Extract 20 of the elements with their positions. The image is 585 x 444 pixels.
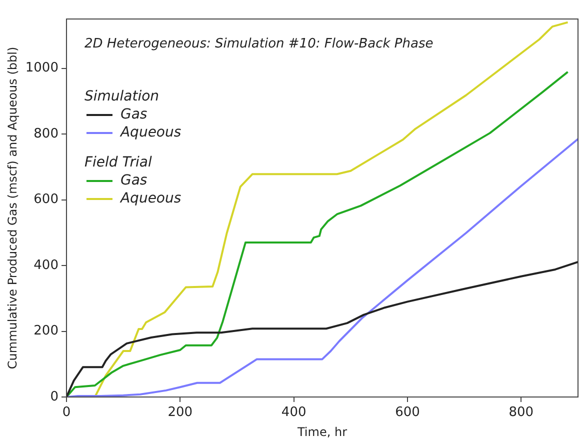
x-tick-label: 200 xyxy=(168,405,193,420)
y-tick-label: 200 xyxy=(34,324,58,339)
legend-label: Gas xyxy=(120,106,148,123)
annotation: Field Trial xyxy=(84,154,152,171)
x-tick-label: 400 xyxy=(281,405,306,420)
x-tick-label: 600 xyxy=(395,405,420,420)
x-axis-title: Time, hr xyxy=(296,424,348,439)
legend-label: Gas xyxy=(120,172,148,189)
x-tick-label: 0 xyxy=(62,405,71,420)
y-tick-label: 0 xyxy=(50,389,58,404)
x-tick-label: 800 xyxy=(508,405,534,420)
y-tick-label: 400 xyxy=(34,258,58,273)
legend-label: Aqueous xyxy=(119,190,182,207)
text: 2D Heterogeneous: Simulation #10: Flow-Back Phase xyxy=(84,36,434,52)
annotation: Simulation xyxy=(84,88,160,105)
y-axis-title: Cummulative Produced Gas (mscf) and Aqueous (bbl) xyxy=(5,46,20,370)
y-tick-label: 1000 xyxy=(25,60,58,76)
legend-label: Aqueous xyxy=(119,124,182,141)
y-tick-label: 800 xyxy=(34,126,58,142)
y-tick-label: 600 xyxy=(34,192,58,208)
